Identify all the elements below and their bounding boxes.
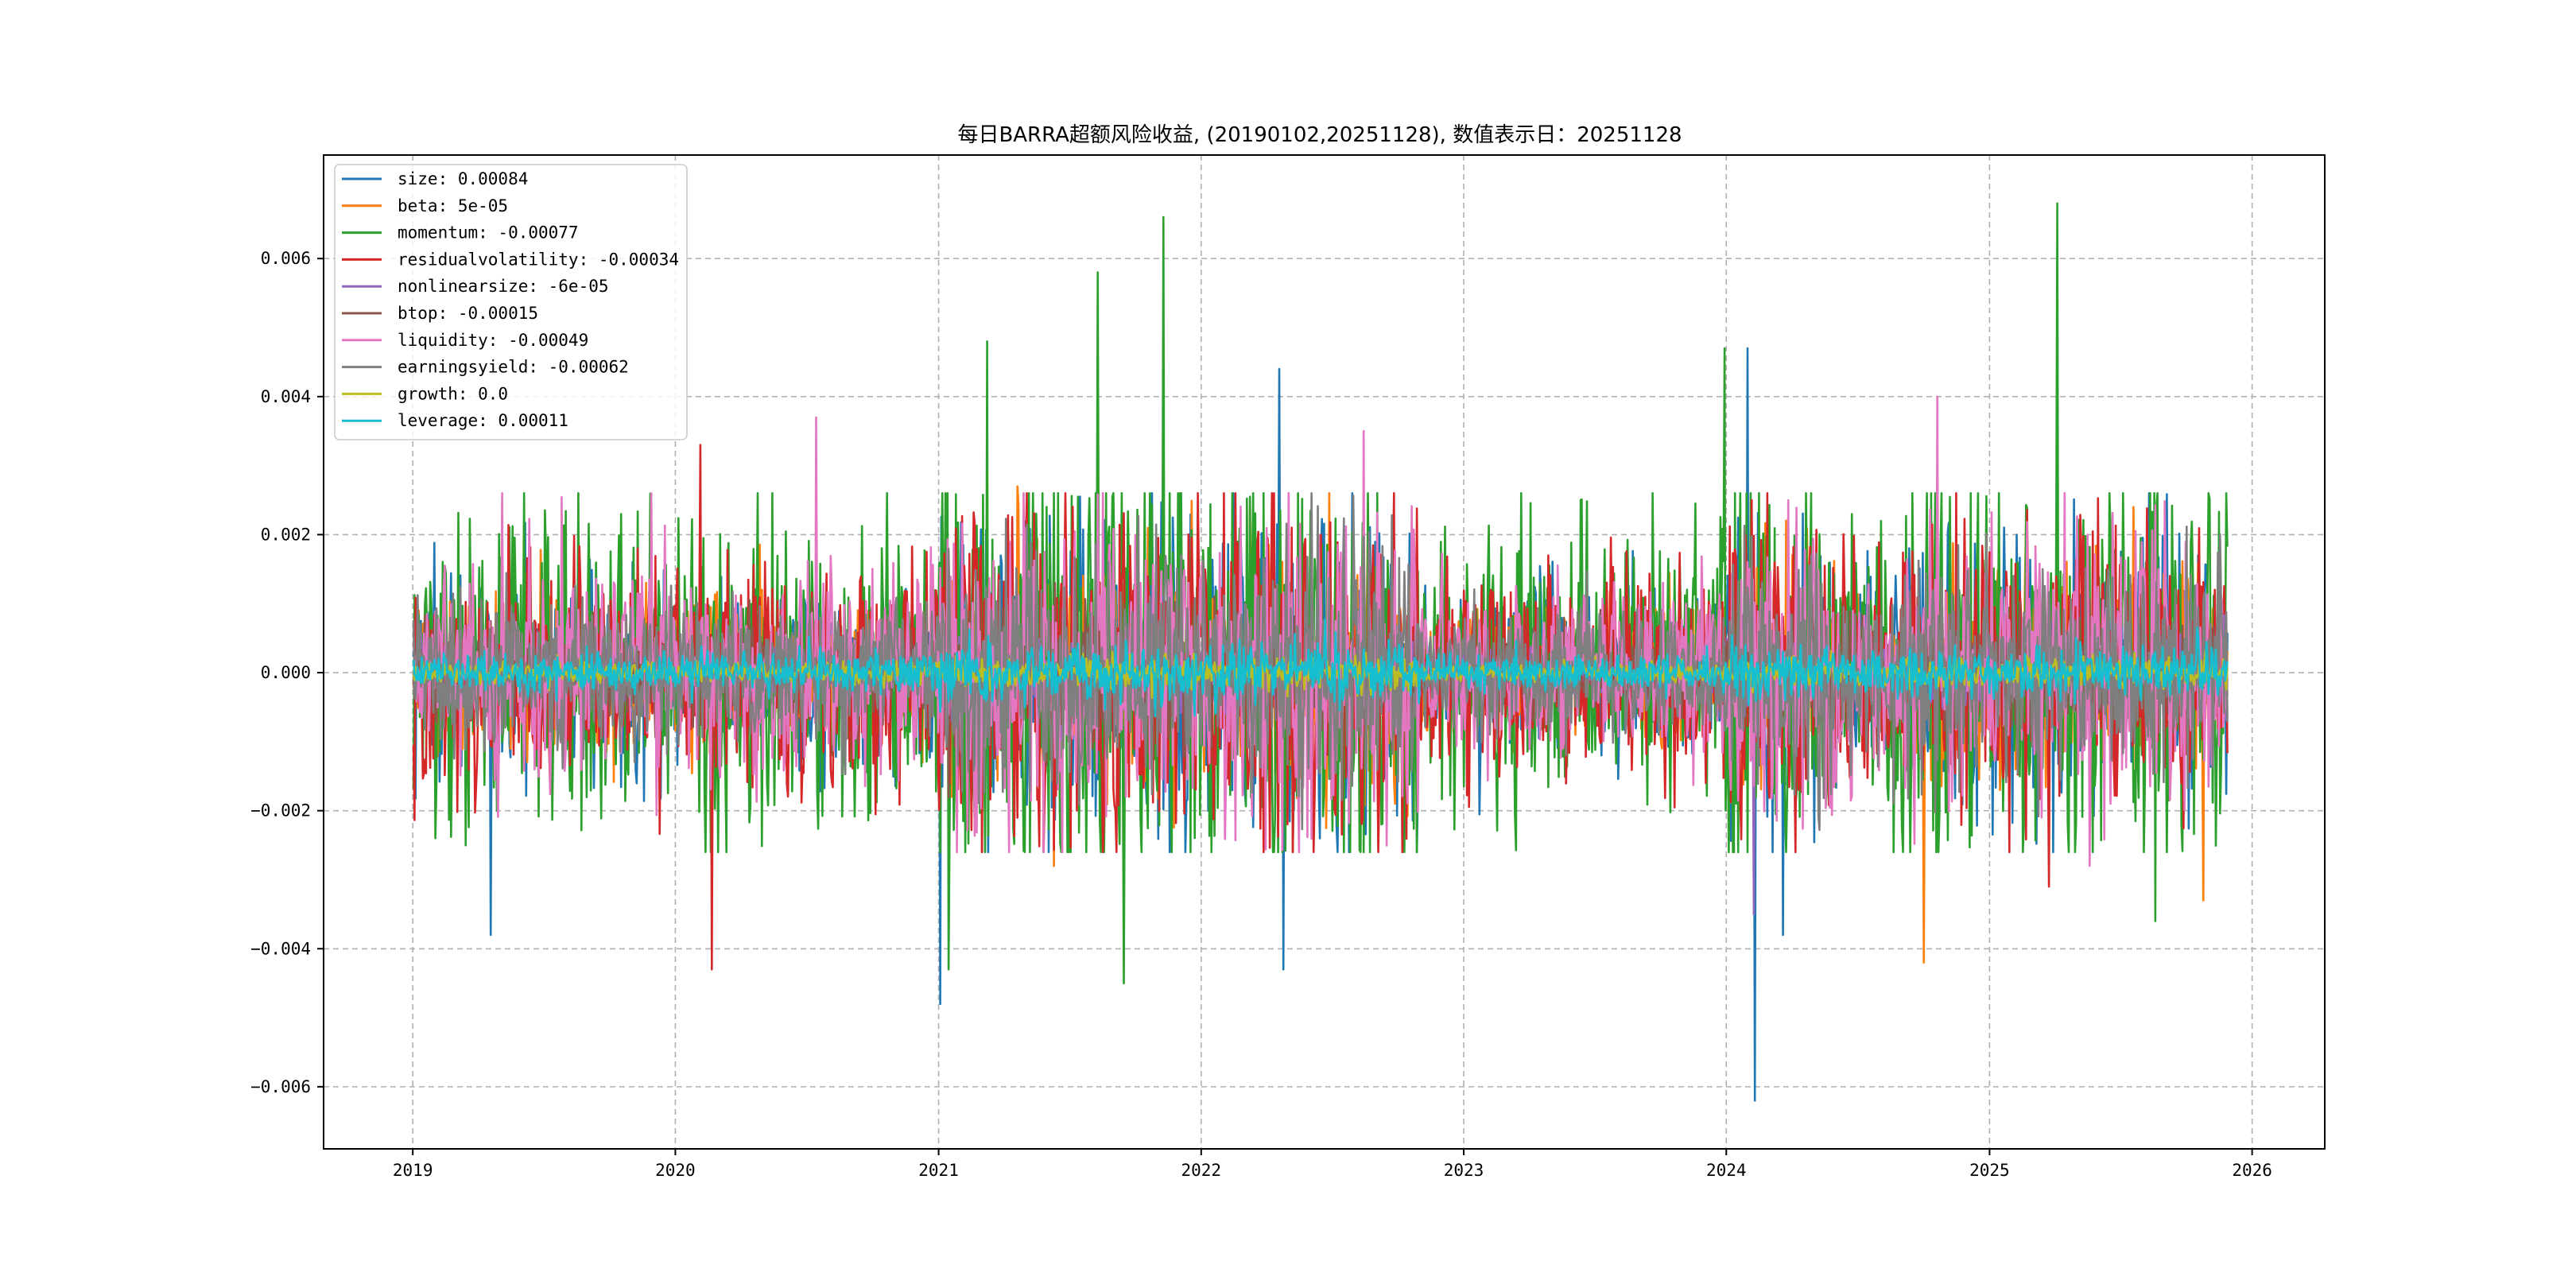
- legend-entry-liquidity: liquidity: -0.00049: [398, 331, 588, 350]
- chart-title: 每日BARRA超额风险收益, (20190102,20251128), 数值表示…: [957, 123, 1682, 147]
- y-tick-label: −0.002: [250, 801, 311, 821]
- legend-entry-size: size: 0.00084: [398, 169, 528, 188]
- legend-entry-earningsyield: earningsyield: -0.00062: [398, 358, 629, 377]
- plot-area: 2019 2020 2021 2022 2023 2024 2025 2026 −0.006−…: [250, 154, 2326, 1180]
- legend: size: 0.00084 beta: 5e-05 momentum: -0.000…: [334, 164, 688, 440]
- x-tick-label: 2022: [1181, 1161, 1221, 1180]
- legend-entry-growth: growth: 0.0: [398, 384, 508, 403]
- legend-entry-beta: beta: 5e-05: [398, 196, 508, 215]
- x-axis: 2019 2020 2021 2022 2023 2024 2025 2026: [393, 1149, 2272, 1180]
- legend-entry-btop: btop: -0.00015: [398, 304, 538, 323]
- legend-entry-leverage: leverage: 0.00011: [398, 411, 568, 430]
- y-tick-label: 0.000: [261, 663, 311, 682]
- legend-entry-nonlinearsize: nonlinearsize: -6e-05: [398, 277, 609, 296]
- y-axis: −0.006 −0.004 −0.002 0.000 0.002 0.004 0.006: [250, 249, 324, 1096]
- x-tick-label: 2024: [1706, 1161, 1747, 1180]
- y-tick-label: 0.002: [261, 525, 311, 544]
- legend-frame: [334, 164, 688, 440]
- legend-entry-residualvolatility: residualvolatility: -0.00034: [398, 250, 679, 269]
- x-tick-label: 2020: [655, 1161, 696, 1180]
- series-line-earningsyield: [412, 492, 2229, 832]
- x-tick-label: 2021: [918, 1161, 959, 1180]
- x-tick-label: 2026: [2232, 1161, 2272, 1180]
- y-tick-label: −0.006: [250, 1077, 311, 1096]
- series-line-leverage: [412, 619, 2229, 718]
- x-tick-label: 2023: [1444, 1161, 1484, 1180]
- series-lines: [412, 202, 2229, 1102]
- legend-entry-momentum: momentum: -0.00077: [398, 223, 579, 242]
- x-tick-label: 2019: [393, 1161, 433, 1180]
- x-tick-label: 2025: [1969, 1161, 2010, 1180]
- y-tick-label: −0.004: [250, 939, 311, 958]
- axes-frame: [323, 154, 2326, 1150]
- y-tick-label: 0.004: [261, 387, 311, 406]
- y-tick-label: 0.006: [261, 249, 311, 268]
